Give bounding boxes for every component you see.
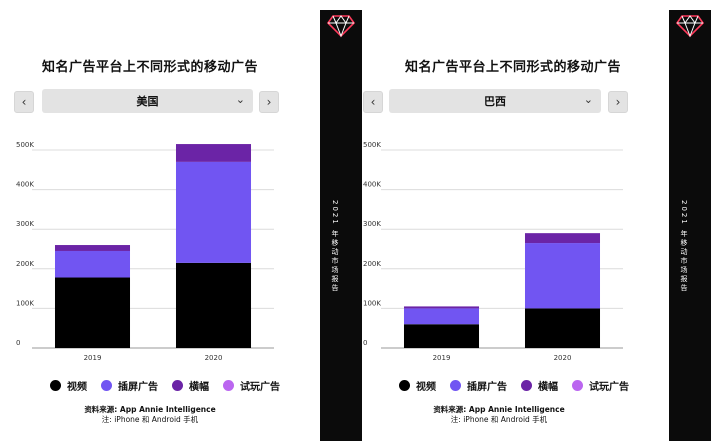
next-country-button[interactable]: › xyxy=(259,91,279,113)
x-tick-label: 2020 xyxy=(554,354,572,362)
legend-label: 插屏广告 xyxy=(118,382,158,393)
bar-segment xyxy=(524,233,601,244)
note-line: 注: iPhone 和 Android 手机 xyxy=(450,415,548,424)
bar-segment xyxy=(403,306,480,309)
report-sidebar: 2021 年移动市场报告 xyxy=(320,10,362,441)
x-tick-label: 2020 xyxy=(205,354,223,362)
legend-dot xyxy=(172,380,183,391)
country-dropdown-value: 巴西 xyxy=(484,95,506,108)
y-tick-label: 100K xyxy=(363,299,381,307)
bar-segment xyxy=(175,144,252,162)
legend-item-interstitial: 插屏广告 xyxy=(450,378,507,393)
legend-item-banner: 横幅 xyxy=(521,378,558,393)
y-tick-label: 200K xyxy=(363,260,381,268)
legend-item-video: 视频 xyxy=(50,378,87,393)
note-line: 注: iPhone 和 Android 手机 xyxy=(101,415,199,424)
legend-label: 横幅 xyxy=(538,382,558,393)
report-sidebar: 2021 年移动市场报告 xyxy=(669,10,711,441)
country-dropdown[interactable]: 美国 ⌄ xyxy=(42,89,253,113)
legend-label: 视频 xyxy=(67,382,87,393)
diamond-logo-icon xyxy=(327,15,355,38)
legend-dot xyxy=(101,380,112,391)
legend-item-playable: 试玩广告 xyxy=(223,378,280,393)
country-dropdown[interactable]: 巴西 ⌄ xyxy=(389,89,601,113)
bar-segment xyxy=(175,161,252,263)
y-tick-label: 200K xyxy=(16,260,34,268)
chevron-down-icon: ⌄ xyxy=(235,93,245,106)
legend-item-interstitial: 插屏广告 xyxy=(101,378,158,393)
prev-country-button[interactable]: ‹ xyxy=(363,91,383,113)
legend-item-video: 视频 xyxy=(399,378,436,393)
y-tick-label: 300K xyxy=(363,220,381,228)
y-tick-label: 400K xyxy=(16,181,34,189)
report-vertical-label: 2021 年移动市场报告 xyxy=(680,200,688,294)
source-line: 资料来源: App Annie Intelligence xyxy=(433,405,565,414)
bar-segment xyxy=(403,308,480,325)
y-tick-label: 0 xyxy=(363,339,367,347)
bar-segment xyxy=(403,324,480,348)
y-tick-label: 400K xyxy=(363,181,381,189)
legend-dot xyxy=(521,380,532,391)
legend-dot xyxy=(223,380,234,391)
chart-title: 知名广告平台上不同形式的移动广告 xyxy=(41,60,258,75)
chart-legend: 视频 插屏广告 横幅 试玩广告 xyxy=(50,378,294,393)
legend-dot xyxy=(399,380,410,391)
bar-segment xyxy=(54,250,131,278)
source-note: 资料来源: App Annie Intelligence 注: iPhone 和… xyxy=(349,405,649,425)
y-tick-label: 0 xyxy=(16,339,20,347)
legend-label: 视频 xyxy=(416,382,436,393)
x-tick-label: 2019 xyxy=(84,354,102,362)
country-dropdown-value: 美国 xyxy=(136,95,159,108)
x-tick-label: 2019 xyxy=(433,354,451,362)
bar-segment xyxy=(175,262,252,348)
stacked-bar-chart: 0 100K 200K 300K 400K 500K 2019 2020 xyxy=(363,141,623,362)
legend-dot xyxy=(50,380,61,391)
legend-label: 插屏广告 xyxy=(467,382,507,393)
diamond-logo-icon xyxy=(676,15,704,38)
y-tick-label: 100K xyxy=(16,299,34,307)
legend-dot xyxy=(450,380,461,391)
legend-dot xyxy=(572,380,583,391)
bar-segment xyxy=(524,308,601,348)
chart-panel-br: 知名广告平台上不同形式的移动广告 ‹ 巴西 ⌄ › 0 100K 200K 300K 4… xyxy=(363,0,725,441)
y-tick-label: 500K xyxy=(16,141,34,149)
legend-label: 试玩广告 xyxy=(589,382,629,393)
legend-item-banner: 横幅 xyxy=(172,378,209,393)
next-country-button[interactable]: › xyxy=(608,91,628,113)
stacked-bar-chart: 0 100K 200K 300K 400K 500K 2019 2020 xyxy=(16,141,274,362)
bar-segment xyxy=(54,277,131,348)
chart-legend: 视频 插屏广告 横幅 试玩广告 xyxy=(399,378,643,393)
bar-segment xyxy=(54,245,131,251)
prev-country-button[interactable]: ‹ xyxy=(14,91,34,113)
y-tick-label: 300K xyxy=(16,220,34,228)
chart-title: 知名广告平台上不同形式的移动广告 xyxy=(404,60,621,75)
y-tick-label: 500K xyxy=(363,141,381,149)
report-vertical-label: 2021 年移动市场报告 xyxy=(331,200,339,294)
chart-panel-us: 知名广告平台上不同形式的移动广告 ‹ 美国 ⌄ › 0 100K 200K 300K 4… xyxy=(0,0,362,441)
legend-item-playable: 试玩广告 xyxy=(572,378,629,393)
legend-label: 试玩广告 xyxy=(240,382,280,393)
source-note: 资料来源: App Annie Intelligence 注: iPhone 和… xyxy=(0,405,300,425)
bar-segment xyxy=(524,243,601,309)
chevron-down-icon: ⌄ xyxy=(583,93,593,106)
source-line: 资料来源: App Annie Intelligence xyxy=(84,405,216,414)
legend-label: 横幅 xyxy=(189,382,209,393)
